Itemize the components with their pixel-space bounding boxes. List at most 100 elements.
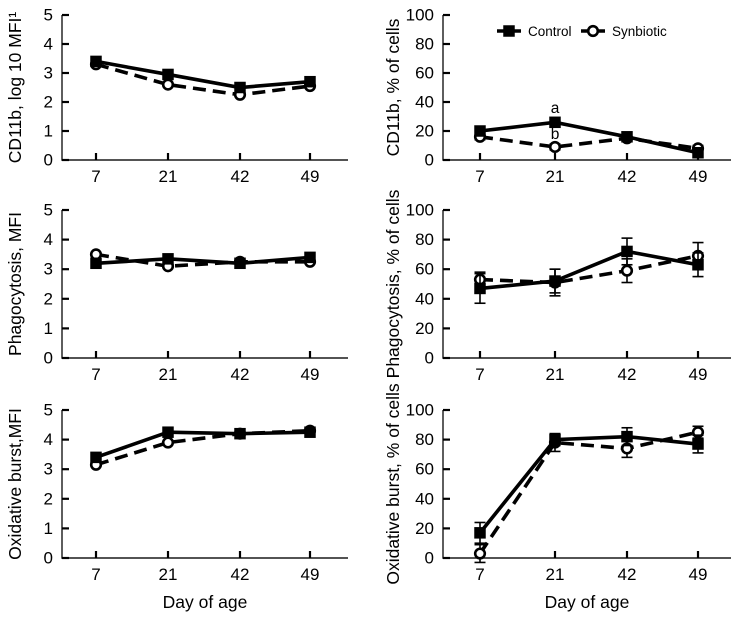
y-tick-label: 5 — [44, 201, 53, 220]
data-line-solid — [479, 249, 699, 291]
y-tick-label: 2 — [44, 93, 53, 112]
y-tick-label: 3 — [44, 64, 53, 83]
data-line-dashed — [95, 62, 311, 97]
y-axis-title: Oxidative burst, % of cells — [383, 383, 403, 585]
y-tick-label: 60 — [415, 260, 434, 279]
x-tick-label: 21 — [159, 167, 178, 186]
x-tick-label: 42 — [618, 565, 637, 584]
marker-open-circle — [586, 24, 600, 38]
data-line-solid — [95, 430, 311, 460]
y-tick-label: 40 — [415, 289, 434, 308]
panel-cd11b-mfi: 0 1 2 3 4 5 7 21 42 49 CD11b, log 10 MFI¹ — [5, 6, 348, 186]
marker-filled-square — [621, 430, 633, 443]
y-tick-label: 2 — [44, 489, 53, 508]
y-tick-label: 1 — [44, 319, 53, 338]
y-tick-label: 2 — [44, 289, 53, 308]
series-synbiotic — [473, 130, 705, 155]
y-tick-label: 0 — [44, 151, 53, 170]
marker-filled-square — [692, 438, 704, 450]
x-tick-label: 42 — [231, 565, 250, 584]
y-tick-label: 1 — [44, 122, 53, 141]
x-tick-label: 7 — [475, 167, 484, 186]
x-tick-label: 7 — [475, 365, 484, 384]
y-tick-label: 60 — [415, 64, 434, 83]
y-tick-label: 20 — [415, 319, 434, 338]
marker-filled-square — [549, 275, 561, 287]
x-tick-label: 49 — [301, 167, 320, 186]
marker-open-circle — [548, 140, 562, 154]
y-tick-label: 3 — [44, 260, 53, 279]
x-tick-label: 42 — [618, 365, 637, 384]
y-tick-label: 80 — [415, 430, 434, 449]
legend: Control Synbiotic — [497, 24, 667, 39]
series-control — [474, 426, 704, 544]
x-tick-label: 21 — [546, 365, 565, 384]
significance-label: b — [551, 126, 560, 143]
data-line-solid — [95, 59, 311, 90]
x-tick-label: 7 — [91, 365, 100, 384]
x-tick-label: 21 — [159, 365, 178, 384]
marker-open-circle — [620, 264, 634, 277]
axes — [61, 210, 348, 359]
y-tick-label: 20 — [415, 519, 434, 538]
y-tick-label: 5 — [44, 401, 53, 420]
marker-filled-square — [234, 257, 246, 270]
axes — [442, 410, 731, 559]
series-control — [90, 55, 316, 94]
x-tick-label: 42 — [618, 167, 637, 186]
x-tick-label: 49 — [301, 565, 320, 584]
x-tick-label: 7 — [91, 167, 100, 186]
y-axis-title: Phagocytosis, MFI — [5, 212, 25, 356]
y-tick-label: 0 — [44, 549, 53, 568]
y-tick-label: 0 — [425, 151, 434, 170]
series-control — [90, 251, 316, 270]
x-tick-label: 42 — [231, 167, 250, 186]
y-tick-label: 0 — [425, 349, 434, 368]
panel-phagocytosis-mfi: 0 1 2 3 4 5 7 21 42 49 Phagocytosis, MFI — [5, 201, 348, 384]
x-tick-label: 42 — [231, 365, 250, 384]
y-tick-label: 0 — [44, 349, 53, 368]
significance-label: a — [551, 100, 560, 117]
x-axis-title: Day of age — [163, 592, 248, 612]
marker-filled-square — [621, 131, 633, 143]
y-tick-label: 60 — [415, 460, 434, 479]
y-axis-title: Phagocytosis, % of cells — [383, 189, 403, 378]
marker-filled-square — [474, 282, 486, 295]
marker-filled-square — [692, 259, 704, 271]
marker-filled-square — [90, 55, 102, 68]
y-axis-title: CD11b, log 10 MFI¹ — [5, 12, 25, 164]
series-control — [474, 116, 704, 159]
x-tick-label: 21 — [546, 565, 565, 584]
x-tick-label: 49 — [689, 565, 708, 584]
x-axis-title: Day of age — [545, 592, 630, 612]
marker-filled-square — [474, 527, 486, 539]
marker-filled-square — [692, 147, 704, 159]
panel-oxidative-burst-mfi: 0 1 2 3 4 5 7 21 42 49 Oxidative burst,MFI Day of a… — [5, 401, 348, 612]
marker-filled-square — [162, 426, 174, 438]
marker-filled-square — [304, 75, 316, 88]
y-tick-label: 100 — [406, 6, 434, 25]
panel-cd11b-pct: 0 20 40 60 80 100 7 21 42 49 CD11b, % of cells ab Co… — [383, 6, 731, 186]
marker-filled-square — [162, 68, 174, 81]
y-tick-label: 4 — [44, 35, 53, 54]
y-tick-label: 40 — [415, 93, 434, 112]
y-tick-label: 100 — [406, 201, 434, 220]
x-tick-label: 7 — [475, 565, 484, 584]
y-tick-label: 40 — [415, 489, 434, 508]
data-line-dashed — [479, 254, 699, 285]
marker-filled-square — [474, 125, 486, 137]
x-tick-label: 49 — [301, 365, 320, 384]
y-tick-label: 80 — [415, 230, 434, 249]
series-control — [474, 237, 704, 305]
marker-filled-square — [234, 427, 246, 440]
y-axis-title: CD11b, % of cells — [383, 18, 403, 156]
marker-open-circle — [473, 547, 487, 560]
y-tick-label: 4 — [44, 430, 53, 449]
data-line-solid — [95, 255, 311, 266]
y-tick-label: 5 — [44, 6, 53, 25]
series-synbiotic — [473, 241, 705, 297]
x-tick-label: 49 — [689, 365, 708, 384]
data-line-solid — [478, 434, 699, 534]
axes — [442, 210, 731, 359]
marker-filled-square — [304, 251, 316, 264]
